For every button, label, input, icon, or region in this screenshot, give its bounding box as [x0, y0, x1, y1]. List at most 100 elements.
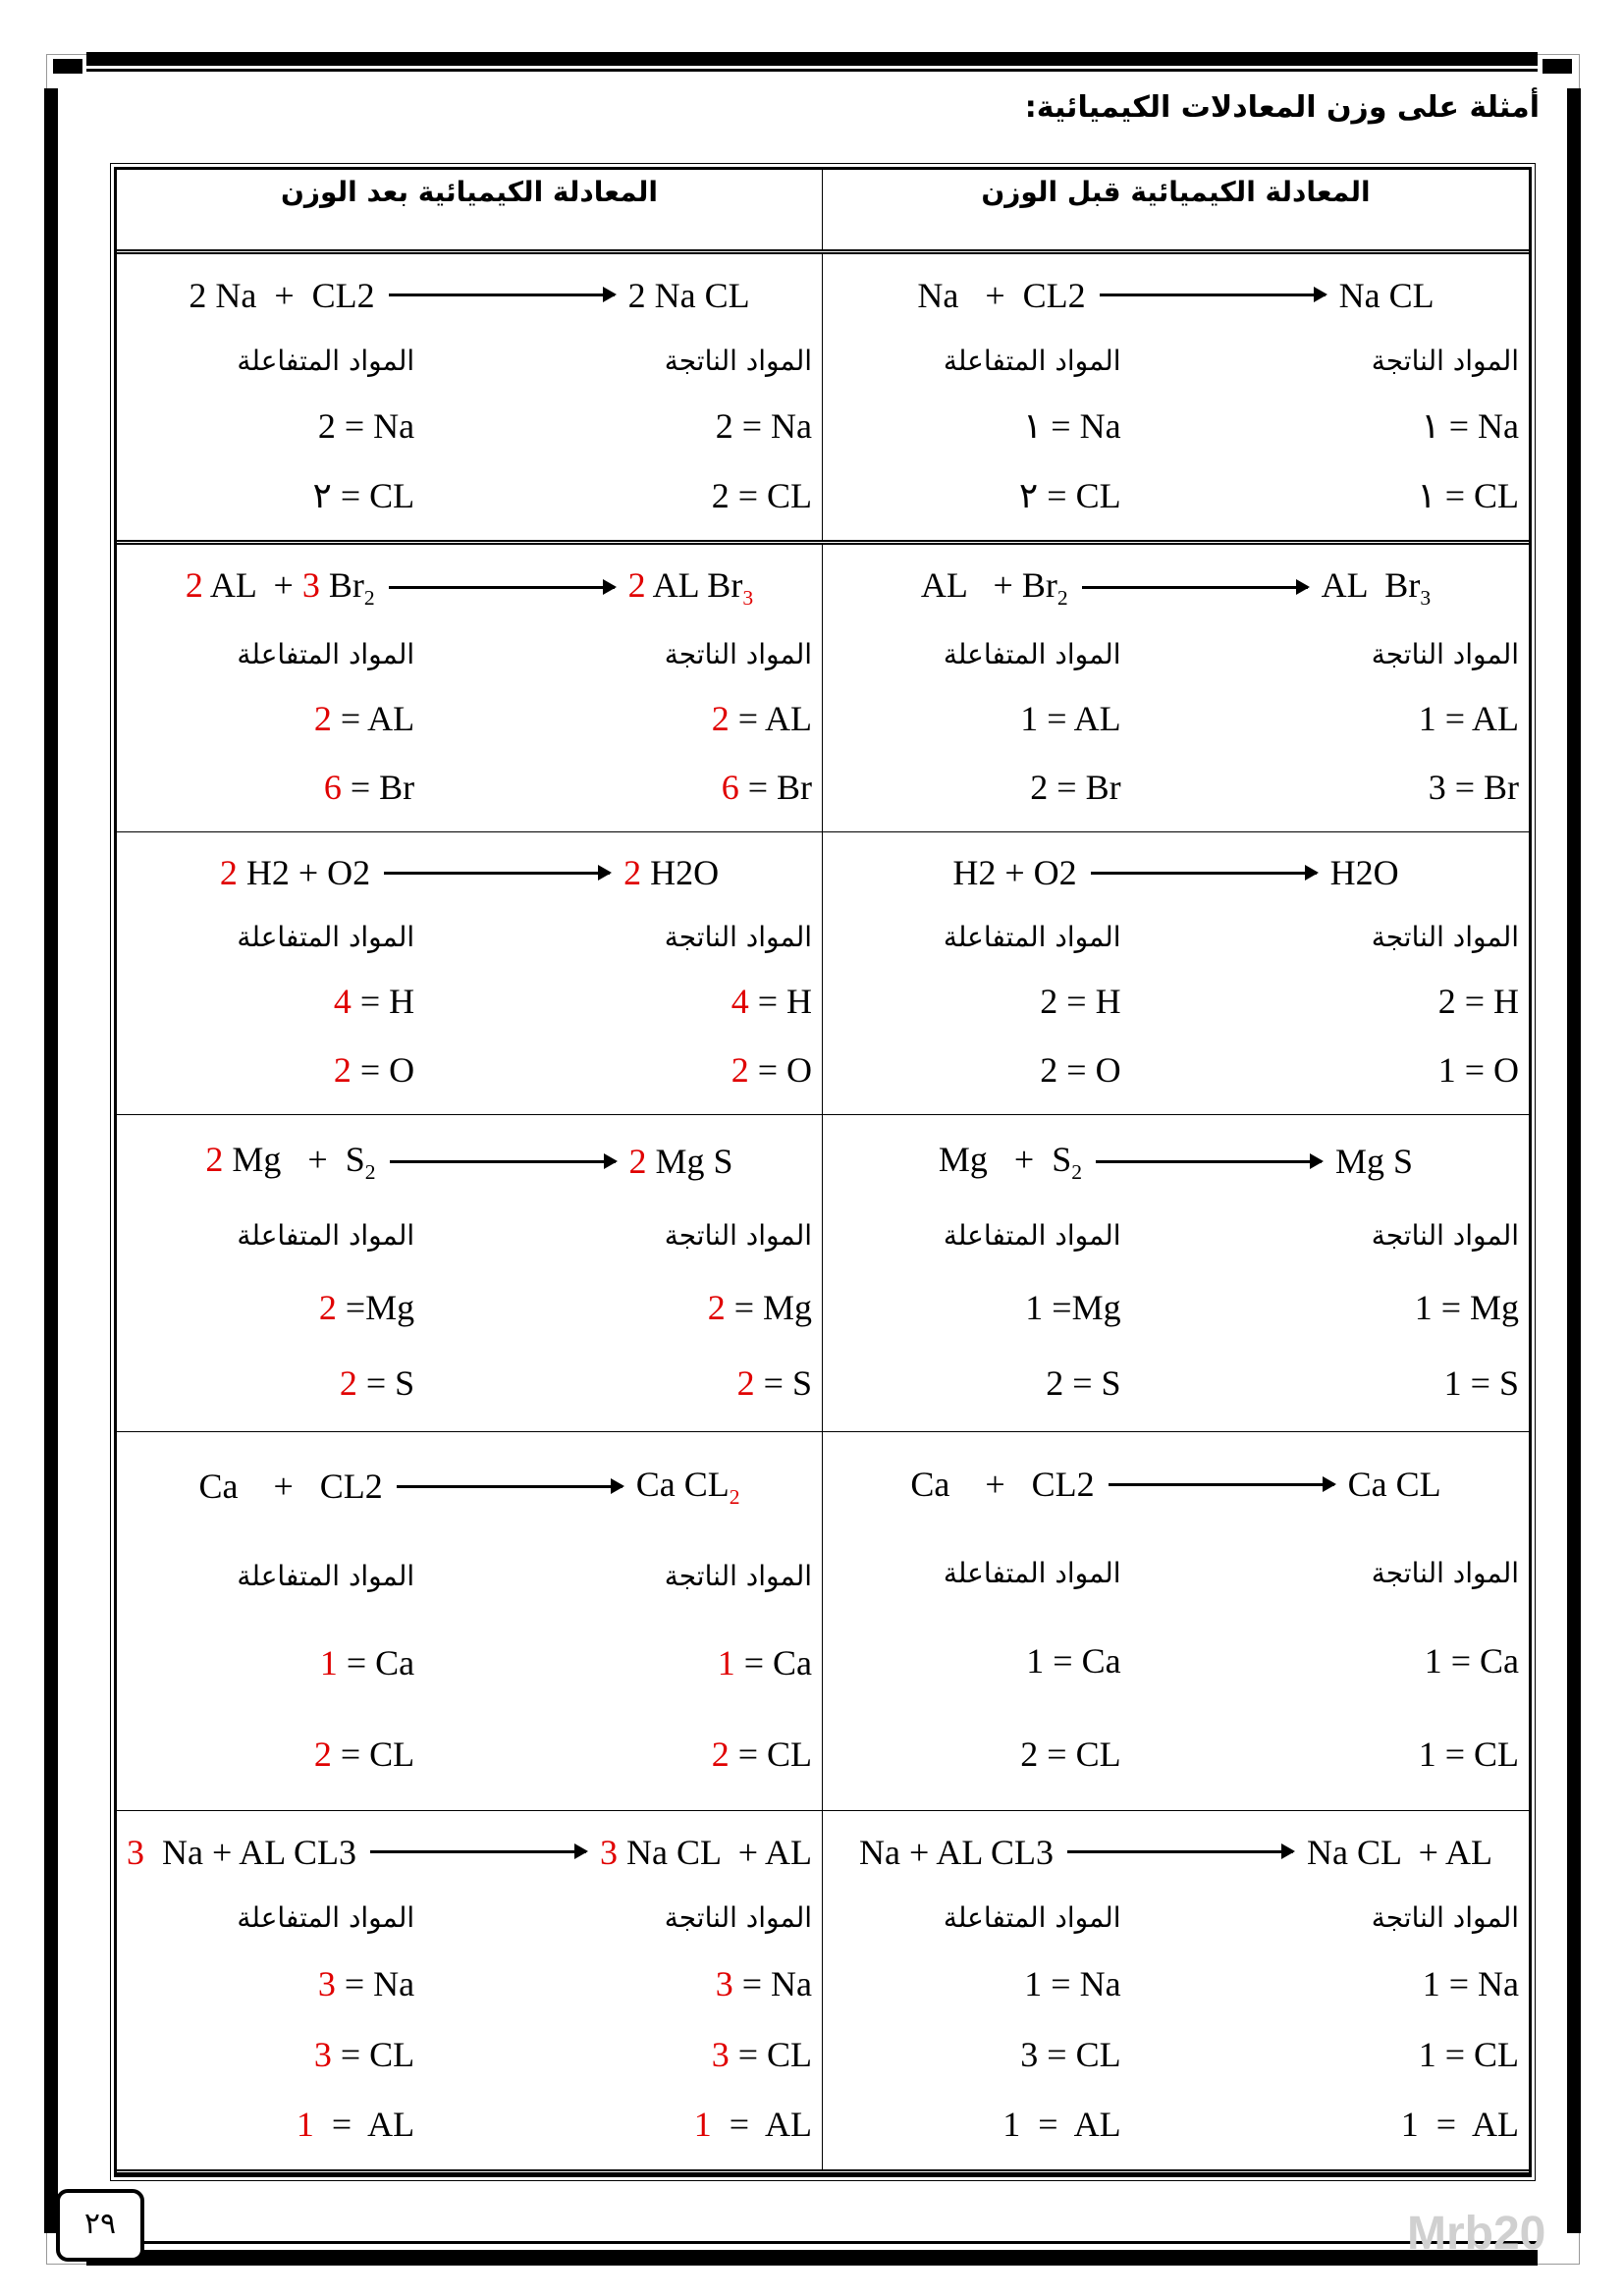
equation-cell-after: Ca + CL2 Ca CL2 المواد المتفاعلة المواد الن… [117, 1432, 823, 1810]
text-segment: = AL [313, 2105, 415, 2145]
product-atom-count: 2 = H [1121, 981, 1519, 1022]
text-segment: 3 [317, 1963, 336, 2003]
text-segment: H2 + O2 [237, 853, 371, 892]
text-segment: = Br [738, 768, 812, 808]
text-segment: = O [351, 1050, 415, 1090]
products-label: المواد الناتجة [664, 638, 812, 671]
page-border-corner [53, 59, 82, 74]
atom-count-line: ١ = Na ١ = Na [833, 405, 1519, 447]
products-label: المواد الناتجة [1371, 1219, 1519, 1253]
text-segment: = Ca [337, 1643, 415, 1683]
text-segment: 2 [627, 564, 646, 605]
equation-cell-before: H2 + O2 H2O المواد المتفاعلة المواد الناتجة… [823, 832, 1529, 1114]
text-segment: Mg + S [938, 1139, 1072, 1179]
text-segment: 3 [600, 1832, 619, 1872]
atom-count-line: 1 =Mg 1 = Mg [833, 1287, 1519, 1328]
text-segment: AL + Br [920, 564, 1057, 605]
text-segment: 2 = O [1040, 1050, 1121, 1090]
reactant-atom-count: 1 = AL [833, 2104, 1120, 2145]
text-segment: 4 [333, 982, 352, 1021]
products-label: المواد الناتجة [1371, 344, 1519, 377]
product-atom-count: 2 = S [414, 1362, 812, 1404]
text-segment: ٢ = CL [1018, 475, 1121, 515]
text-segment: 2 [736, 1363, 755, 1404]
reactants-label: المواد المتفاعلة [237, 1559, 415, 1592]
text-segment: 2 [339, 1363, 357, 1404]
reactant-atom-count: 2 = S [833, 1362, 1120, 1404]
reactant-atom-count: 2 = Na [127, 405, 414, 447]
subscript: 2 [364, 1159, 376, 1184]
arrow-icon [369, 1843, 589, 1860]
atom-count-line: 3 = CL 3 = CL [127, 2034, 812, 2075]
products-formula: H2O [1330, 852, 1399, 893]
text-segment: Na CL + AL [618, 1832, 812, 1872]
product-atom-count: 2 = Mg [414, 1287, 812, 1328]
reactant-atom-count: 1 = Ca [127, 1642, 414, 1683]
text-segment: AL Br [645, 564, 743, 605]
labels-line: المواد المتفاعلة المواد الناتجة [833, 638, 1519, 670]
products-formula: 3 Na CL + AL [600, 1832, 812, 1873]
reactant-atom-count: 2 = Br [833, 767, 1121, 808]
text-segment: = CL [331, 1735, 415, 1775]
labels-line: المواد المتفاعلة المواد الناتجة [833, 1219, 1519, 1252]
equation-row: 2 Mg + S2 2 Mg S المواد المتفاعلة المواد ال… [117, 1115, 1529, 1432]
reactant-atom-count: 2 =Mg [127, 1287, 414, 1328]
text-segment: Mg S [646, 1142, 733, 1182]
text-segment: Mg S [1335, 1142, 1414, 1182]
chemical-equation: AL + Br2 AL Br3 [833, 564, 1519, 611]
reactants-label: المواد المتفاعلة [943, 638, 1121, 671]
equation-cell-after: 2 H2 + O2 2 H2O المواد المتفاعلة المواد الن… [117, 832, 823, 1114]
reactant-atom-count: ١ = Na [833, 405, 1121, 447]
text-segment: = Ca [734, 1643, 812, 1683]
product-atom-count: 1 = AL [1121, 2104, 1519, 2145]
chemical-equation: Mg + S2 Mg S [833, 1139, 1519, 1185]
text-segment: Br [319, 564, 364, 605]
reactants-formula: 2 H2 + O2 [220, 852, 370, 893]
page-border-right [1567, 88, 1581, 2233]
header-after-balancing: المعادلة الكيميائية بعد الوزن [117, 170, 823, 249]
text-segment: 3 = CL [1020, 2034, 1121, 2074]
text-segment: = CL [331, 2034, 415, 2074]
labels-line: المواد المتفاعلة المواد الناتجة [127, 1560, 812, 1592]
arrow-icon [1096, 1152, 1325, 1169]
text-segment: 1 = Mg [1414, 1287, 1519, 1327]
atom-count-line: 6 = Br 6 = Br [127, 767, 812, 808]
product-atom-count: 1 = S [1121, 1362, 1519, 1404]
chemical-equation: 2 AL + 3 Br2 2 AL Br3 [127, 564, 812, 611]
text-segment: ١ = CL [1417, 475, 1519, 515]
atom-count-line: 1 = AL 1 = AL [833, 698, 1519, 739]
product-atom-count: 1 = Mg [1121, 1287, 1519, 1328]
reactant-atom-count: 2 = AL [127, 698, 414, 739]
text-segment: Na CL + AL [1307, 1832, 1492, 1872]
product-atom-count: 1 = CL [1121, 1734, 1519, 1775]
text-segment: 1 [693, 2105, 712, 2145]
text-segment: 1 = CL [1418, 2034, 1519, 2074]
equation-cell-before: Na + AL CL3 Na CL + AL المواد المتفاعلة الم… [823, 1811, 1529, 2169]
reactants-formula: 2 Mg + S2 [205, 1139, 375, 1185]
equation-row: 2 H2 + O2 2 H2O المواد المتفاعلة المواد الن… [117, 832, 1529, 1115]
labels-line: المواد المتفاعلة المواد الناتجة [833, 1901, 1519, 1934]
reactants-formula: 3 Na + AL CL3 [127, 1832, 356, 1873]
text-segment: 2 = Br [1030, 768, 1121, 808]
text-segment: =Mg [336, 1287, 415, 1327]
reactant-atom-count: 1 =Mg [833, 1287, 1120, 1328]
text-segment: 2 [219, 853, 238, 892]
text-segment: = AL [331, 699, 415, 739]
text-segment: 6 [323, 768, 342, 808]
products-formula: Mg S [1335, 1141, 1413, 1182]
text-segment: 1 = Na [1422, 1963, 1519, 2003]
product-atom-count: 1 = AL [1121, 698, 1519, 739]
arrow-icon [389, 1152, 618, 1169]
arrow-icon [1099, 287, 1327, 302]
text-segment: H2O [1329, 853, 1399, 892]
equation-row: 2 Na + CL2 2 Na CL المواد المتفاعلة المواد … [117, 254, 1529, 545]
text-segment: Na + CL2 [917, 275, 1086, 315]
reactants-label: المواد المتفاعلة [237, 1219, 415, 1253]
text-segment: Ca CL [635, 1464, 730, 1504]
atom-count-line: 1 = Ca 1 = Ca [833, 1640, 1519, 1682]
reactants-formula: 2 AL + 3 Br2 [186, 564, 375, 611]
equation-cell-before: Ca + CL2 Ca CL المواد المتفاعلة المواد النا… [823, 1432, 1529, 1810]
text-segment: 2 [711, 699, 730, 739]
